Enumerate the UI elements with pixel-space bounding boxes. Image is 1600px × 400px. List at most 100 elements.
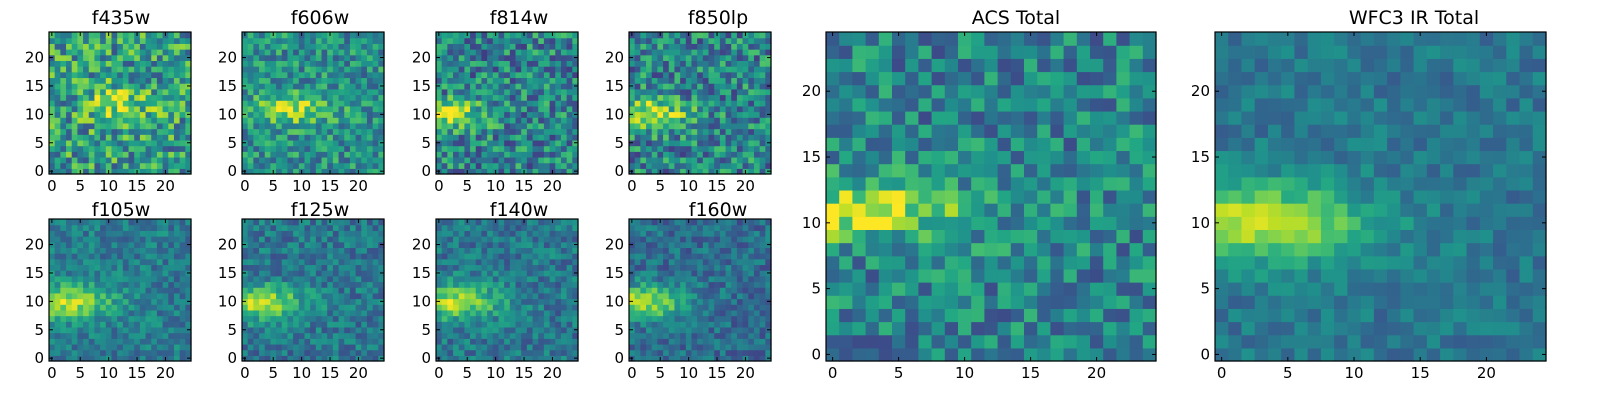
heatmap-cell [504,230,511,237]
heatmap-cell [651,71,658,79]
heatmap-cell [629,88,636,96]
heatmap-cell [464,236,471,243]
heatmap-cell [128,326,135,334]
heatmap-cell [532,156,539,164]
heatmap-cell [504,100,511,107]
heatmap-cell [748,349,755,356]
heatmap-cell [179,54,186,61]
heatmap-cell [100,338,107,345]
heatmap-cell [111,332,118,339]
heatmap-cell [321,270,328,277]
heatmap-cell [71,111,78,118]
heatmap-cell [475,100,483,107]
heatmap-cell [515,71,522,79]
heatmap-cell [736,332,744,339]
heatmap-cell [708,128,715,135]
heatmap-cell [640,304,647,311]
heatmap-cell [674,134,681,141]
heatmap-cell [134,338,141,345]
heatmap-cell [708,292,715,300]
heatmap-cell [708,156,715,164]
heatmap-cell [657,275,664,283]
heatmap-cell [117,100,124,107]
heatmap-cell [634,292,641,300]
heatmap-cell [492,224,500,231]
heatmap-cell [742,54,749,61]
heatmap-cell [538,241,545,248]
heatmap-cell [366,253,374,260]
heatmap-cell [66,338,73,345]
y-tick-label: 20 [218,236,237,254]
heatmap-cell [629,162,636,169]
heatmap-cell [453,37,460,44]
heatmap-cell [83,117,90,124]
heatmap-cell [128,151,135,158]
heatmap-cell [281,122,289,130]
heatmap-cell [646,304,653,311]
heatmap-cell [327,309,334,317]
heatmap-cell [651,275,658,283]
heatmap-cell [128,298,135,305]
heatmap-cell [378,32,385,39]
heatmap-cell [521,298,528,305]
heatmap-cell [162,230,169,237]
heatmap-cell [481,49,488,56]
heatmap-cell [714,122,721,130]
heatmap-cell [162,60,169,67]
heatmap-cell [492,128,500,135]
heatmap-cell [173,349,181,356]
heatmap-cell [759,332,766,339]
heatmap-cell [719,66,727,73]
heatmap-cell [475,343,483,351]
heatmap-cell [470,241,477,248]
heatmap-cell [117,219,124,226]
heatmap-cell [719,162,727,169]
heatmap-cell [492,270,500,277]
heatmap-cell [77,287,84,294]
heatmap-cell [54,54,61,61]
heatmap-cell [538,134,545,141]
heatmap-cell [77,151,84,158]
heatmap-cell [145,117,152,124]
heatmap-cell [332,338,340,345]
heatmap-cell [436,145,443,152]
heatmap-cell [515,332,522,339]
heatmap-cell [366,292,374,300]
heatmap-cell [453,270,460,277]
heatmap-cell [156,32,164,39]
heatmap-cell [475,139,483,147]
heatmap-cell [321,281,328,288]
heatmap-cell [287,349,294,356]
heatmap-cell [355,326,362,334]
heatmap-cell [651,139,658,147]
heatmap-cell [521,94,528,101]
heatmap-cell [748,117,755,124]
heatmap-cell [134,326,141,334]
heatmap-cell [327,105,334,113]
heatmap-cell [151,247,158,254]
heatmap-cell [338,292,345,300]
heatmap-cell [156,326,164,334]
heatmap-cell [71,122,78,130]
heatmap-cell [753,49,761,56]
heatmap-cell [742,304,749,311]
heatmap-cell [315,332,323,339]
heatmap-cell [122,219,130,226]
heatmap-cell [640,145,647,152]
heatmap-cell [276,37,283,44]
heatmap-cell [651,117,658,124]
heatmap-cell [475,349,483,356]
heatmap-cell [453,88,460,96]
heatmap-cell [264,32,271,39]
heatmap-cell [156,71,164,79]
heatmap-cell [66,236,73,243]
heatmap-cell [742,43,749,50]
heatmap-cell [156,105,164,113]
heatmap-cell [498,264,505,271]
heatmap-cell [549,83,556,90]
heatmap-cell [270,111,277,118]
heatmap-cell [436,60,443,67]
heatmap-cell [725,349,732,356]
heatmap-cell [134,77,141,84]
heatmap-cell [259,292,266,300]
